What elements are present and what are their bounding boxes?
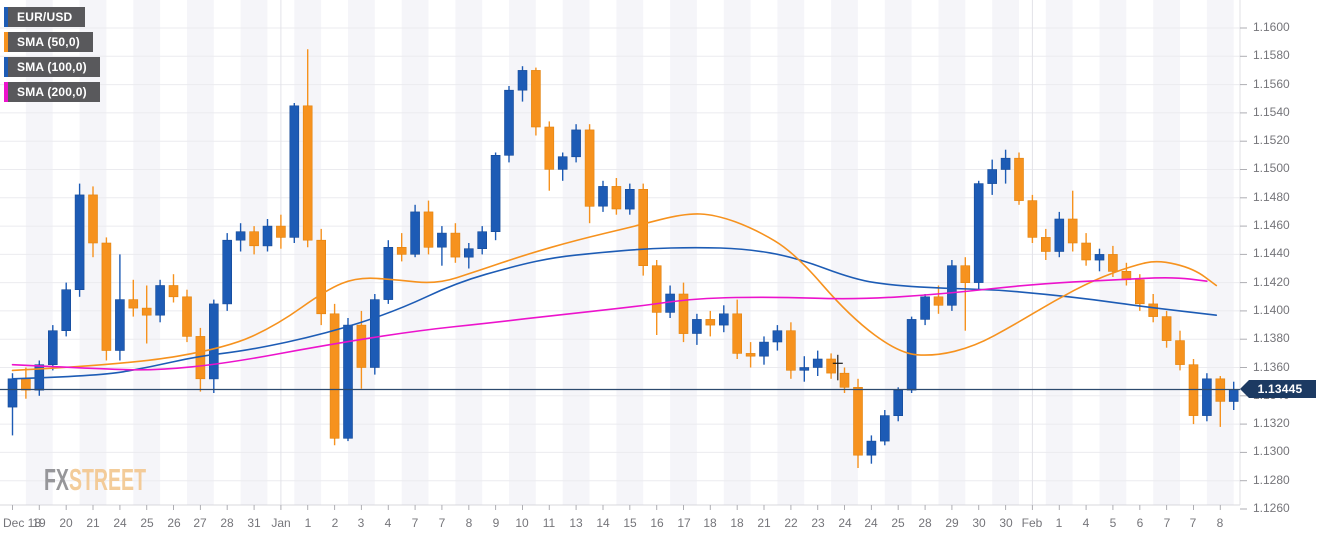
- x-axis-label: 4: [1082, 516, 1090, 530]
- sma200-color-stripe: [4, 82, 8, 102]
- legend-badge-sma200[interactable]: SMA (200,0): [4, 82, 100, 102]
- symbol-color-stripe: [4, 7, 8, 27]
- x-axis-label: 8: [1216, 516, 1224, 530]
- time-axis[interactable]: Dec 18 19 20 21 24 25 26 27 28 31 Jan 1 2 3 4 7 7 8 9 10 11 1…: [0, 505, 1323, 541]
- fxstreet-watermark: FXSTREET: [44, 464, 146, 495]
- x-axis-label: 19: [32, 516, 46, 530]
- x-axis-label: 11: [542, 516, 556, 530]
- x-axis-label: 1: [304, 516, 312, 530]
- sma200-line: [11, 277, 1208, 371]
- watermark-street-text: STREET: [68, 462, 147, 497]
- y-axis-label: 1.1460: [1253, 218, 1290, 232]
- sma50-line: [11, 213, 1218, 372]
- x-axis-label: 7: [1189, 516, 1197, 530]
- y-axis-label: 1.1420: [1253, 275, 1290, 289]
- x-axis-label: 18: [730, 516, 744, 530]
- x-axis-label: Dec 18: [3, 516, 42, 530]
- legend-badge-sma50[interactable]: SMA (50,0): [4, 32, 93, 52]
- chart-legend: EUR/USD SMA (50,0) SMA (100,0) SMA (200,…: [4, 7, 100, 107]
- x-axis-label: 25: [140, 516, 154, 530]
- x-axis-label: 22: [784, 516, 798, 530]
- x-axis-label: Feb: [1021, 516, 1043, 530]
- x-axis-label: 24: [864, 516, 878, 530]
- horizontal-gridlines: [0, 27, 1240, 482]
- x-axis-label: Jan: [271, 516, 291, 530]
- x-axis-label: 29: [945, 516, 959, 530]
- x-axis-label: 18: [703, 516, 717, 530]
- axis-frame: [0, 0, 1247, 510]
- y-axis-label: 1.1540: [1253, 105, 1290, 119]
- x-axis-label: 9: [492, 516, 500, 530]
- y-axis-label: 1.1580: [1253, 48, 1290, 62]
- y-axis-label: 1.1380: [1253, 331, 1290, 345]
- sma200-label: SMA (200,0): [17, 85, 87, 99]
- annotation-mark: [832, 354, 843, 381]
- x-axis-label: 14: [596, 516, 610, 530]
- x-axis-label: 30: [999, 516, 1013, 530]
- x-axis-label: 7: [411, 516, 419, 530]
- x-axis-label: 26: [167, 516, 181, 530]
- x-axis-label: 21: [86, 516, 100, 530]
- y-axis-label: 1.1440: [1253, 246, 1290, 260]
- x-axis-label: 5: [1109, 516, 1117, 530]
- current-price-badge: 1.13445: [1240, 380, 1316, 398]
- legend-badge-sma100[interactable]: SMA (100,0): [4, 57, 100, 77]
- month-gridlines: [280, 0, 1033, 505]
- y-axis-label: 1.1300: [1253, 444, 1290, 458]
- x-axis-label: 10: [515, 516, 529, 530]
- y-axis-label: 1.1600: [1253, 20, 1290, 34]
- x-axis-label: 21: [757, 516, 771, 530]
- x-axis-label: 16: [650, 516, 664, 530]
- sma100-label: SMA (100,0): [17, 60, 87, 74]
- x-axis-label: 24: [113, 516, 127, 530]
- y-axis-label: 1.1260: [1253, 501, 1290, 515]
- session-bands: [25, 0, 1234, 505]
- price-axis[interactable]: 1.1600 1.1580 1.1560 1.1540 1.1520 1.1500 1.14…: [1240, 0, 1323, 515]
- y-axis-label: 1.1280: [1253, 473, 1290, 487]
- x-axis-label: 3: [357, 516, 365, 530]
- x-axis-label: 6: [1136, 516, 1144, 530]
- x-axis-label: 7: [1163, 516, 1171, 530]
- candles-layer: [7, 49, 1239, 468]
- x-axis-label: 15: [623, 516, 637, 530]
- sma50-label: SMA (50,0): [17, 35, 80, 49]
- x-axis-label: 17: [677, 516, 691, 530]
- sma100-line: [11, 246, 1218, 380]
- y-axis-label: 1.1560: [1253, 77, 1290, 91]
- sma50-color-stripe: [4, 32, 8, 52]
- x-axis-label: 13: [569, 516, 583, 530]
- x-axis-label: 31: [247, 516, 261, 530]
- x-axis-label: 24: [838, 516, 852, 530]
- y-axis-label: 1.1480: [1253, 190, 1290, 204]
- x-axis-label: 28: [918, 516, 932, 530]
- sma100-color-stripe: [4, 57, 8, 77]
- x-axis-label: 23: [811, 516, 825, 530]
- x-axis-label: 1: [1055, 516, 1063, 530]
- x-axis-label: 20: [59, 516, 73, 530]
- x-axis-label: 4: [384, 516, 392, 530]
- x-axis-label: 2: [331, 516, 339, 530]
- x-axis-label: 8: [465, 516, 473, 530]
- x-axis-label: 27: [193, 516, 207, 530]
- y-axis-label: 1.1400: [1253, 303, 1290, 317]
- x-axis-label: 28: [220, 516, 234, 530]
- watermark-fx-text: FX: [44, 462, 69, 497]
- x-axis-label: 7: [438, 516, 446, 530]
- y-axis-label: 1.1360: [1253, 360, 1290, 374]
- legend-badge-symbol[interactable]: EUR/USD: [4, 7, 86, 27]
- y-axis-label: 1.1320: [1253, 416, 1290, 430]
- y-axis-label: 1.1500: [1253, 161, 1290, 175]
- y-axis-label: 1.1520: [1253, 133, 1290, 147]
- symbol-label: EUR/USD: [17, 10, 73, 24]
- x-axis-label: 30: [972, 516, 986, 530]
- x-axis-label: 25: [891, 516, 905, 530]
